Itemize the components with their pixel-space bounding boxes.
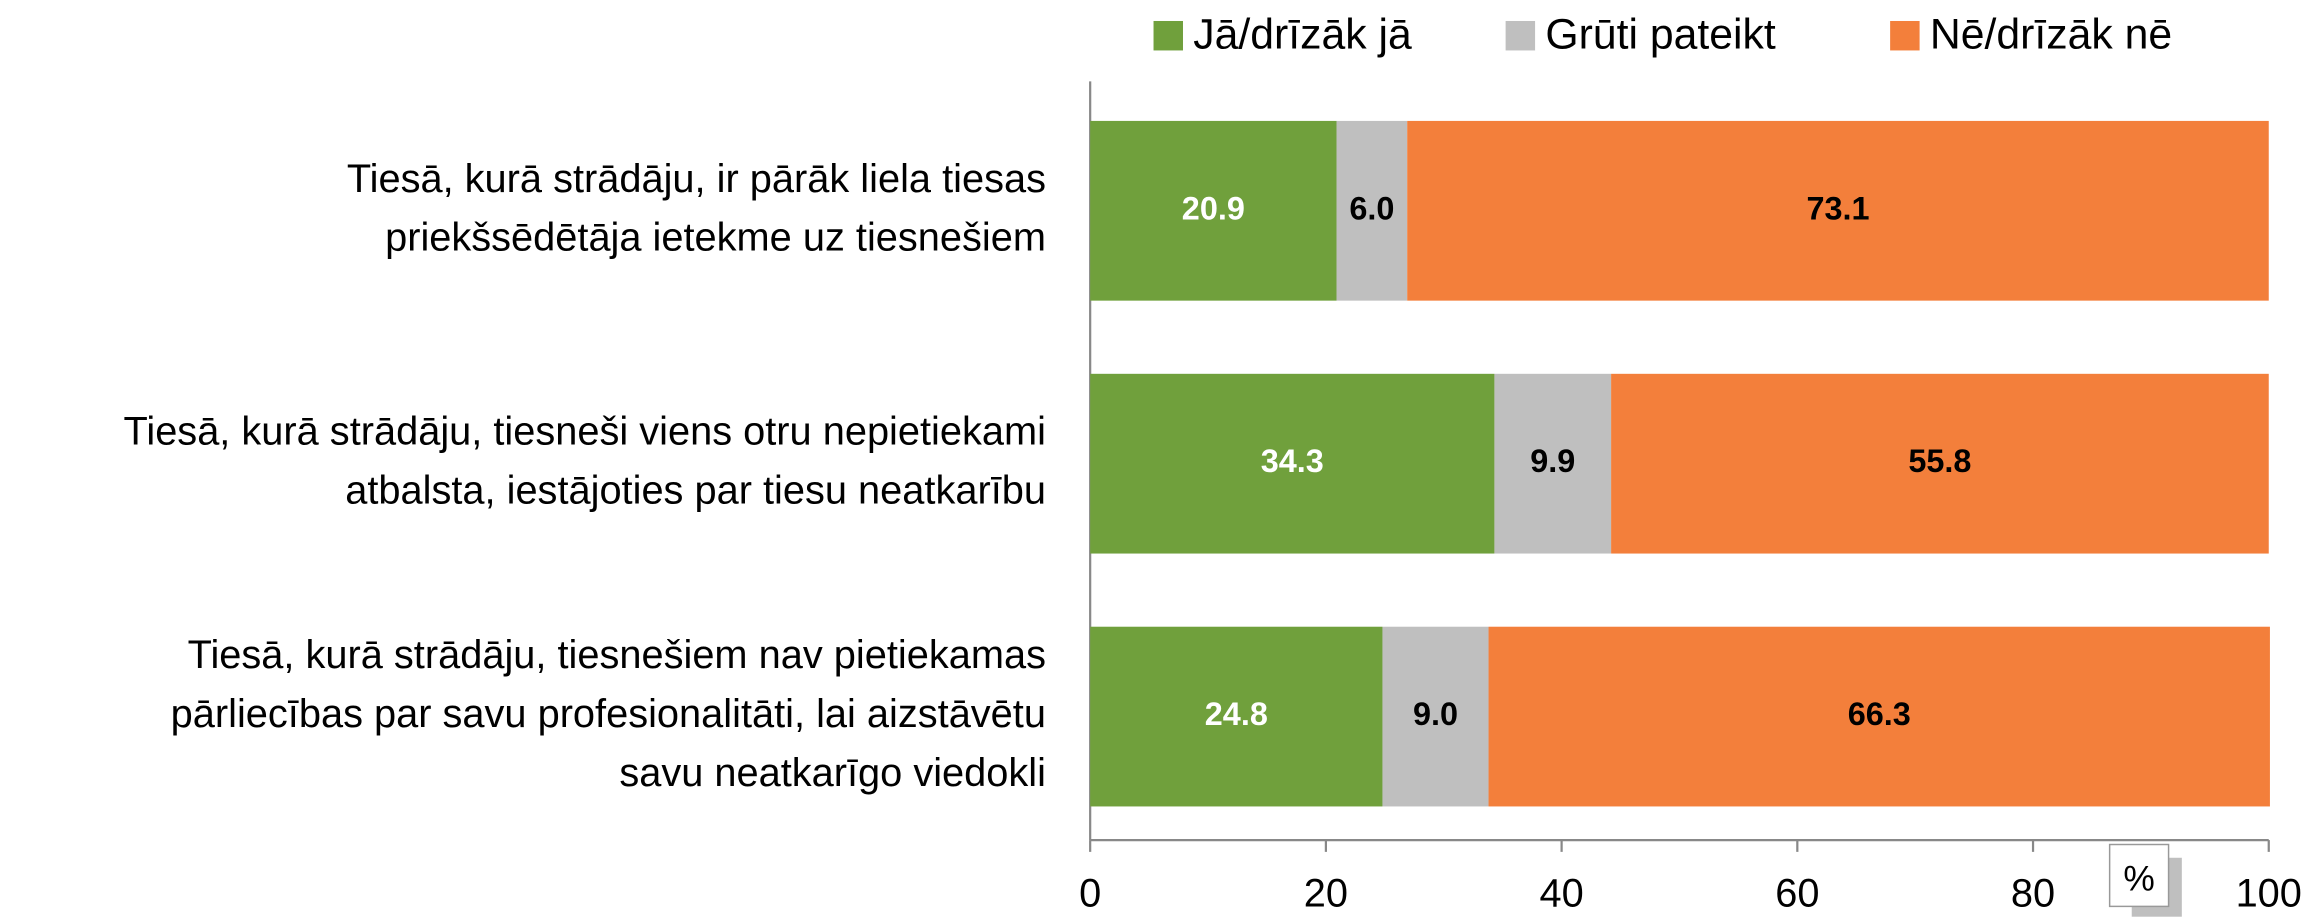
- legend-swatch: [1890, 20, 1920, 51]
- value-label: 55.8: [1908, 443, 1971, 479]
- legend-swatch: [1505, 20, 1536, 51]
- x-axis-label: %: [2123, 860, 2154, 899]
- bar-segment: [1611, 373, 2269, 554]
- category-label: pārliecības par savu profesionalitāti, l…: [171, 692, 1046, 736]
- category-label: savu neatkarīgo viedokli: [619, 751, 1046, 795]
- legend-label: Nē/drīzāk nē: [1930, 10, 2172, 58]
- axis-label-box: [2108, 843, 2170, 908]
- legend-label: Jā/drīzāk jā: [1193, 10, 1412, 58]
- bar-segment: [1407, 120, 2269, 301]
- category-label: Tiesā, kurā strādāju, ir pārāk liela tie…: [347, 157, 1046, 201]
- category-label: priekšsēdētāja ietekme uz tiesnešiem: [385, 216, 1046, 260]
- bar-segment: [1382, 626, 1489, 807]
- category-label: atbalsta, iestājoties par tiesu neatkarī…: [345, 469, 1046, 513]
- value-label: 66.3: [1848, 696, 1911, 732]
- x-tick-label: 0: [1079, 872, 1101, 916]
- bar-segment: [1090, 373, 1495, 554]
- bar-segment: [1090, 120, 1337, 301]
- value-label: 73.1: [1806, 190, 1869, 226]
- value-label: 9.0: [1413, 696, 1458, 732]
- bar-segment: [1488, 626, 2270, 807]
- legend-swatch: [1153, 20, 1183, 51]
- value-label: 24.8: [1205, 696, 1268, 732]
- x-tick-label: 40: [1539, 872, 1583, 916]
- x-tick-label: 80: [2011, 872, 2055, 916]
- value-label: 20.9: [1182, 190, 1245, 226]
- category-label: Tiesā, kurā strādāju, tiesneši viens otr…: [124, 410, 1046, 454]
- legend-label: Grūti pateikt: [1545, 10, 1775, 58]
- bar-segment: [1494, 373, 1612, 554]
- bar-segment: [1336, 120, 1408, 301]
- bar-segment: [1090, 626, 1383, 807]
- value-label: 9.9: [1530, 443, 1575, 479]
- value-label: 34.3: [1261, 443, 1324, 479]
- value-label: 6.0: [1349, 190, 1394, 226]
- x-tick-label: 60: [1775, 872, 1819, 916]
- x-tick-label: 20: [1304, 872, 1348, 916]
- x-tick-label: 100: [2236, 872, 2302, 916]
- category-label: Tiesā, kurā strādāju, tiesnešiem nav pie…: [188, 633, 1046, 677]
